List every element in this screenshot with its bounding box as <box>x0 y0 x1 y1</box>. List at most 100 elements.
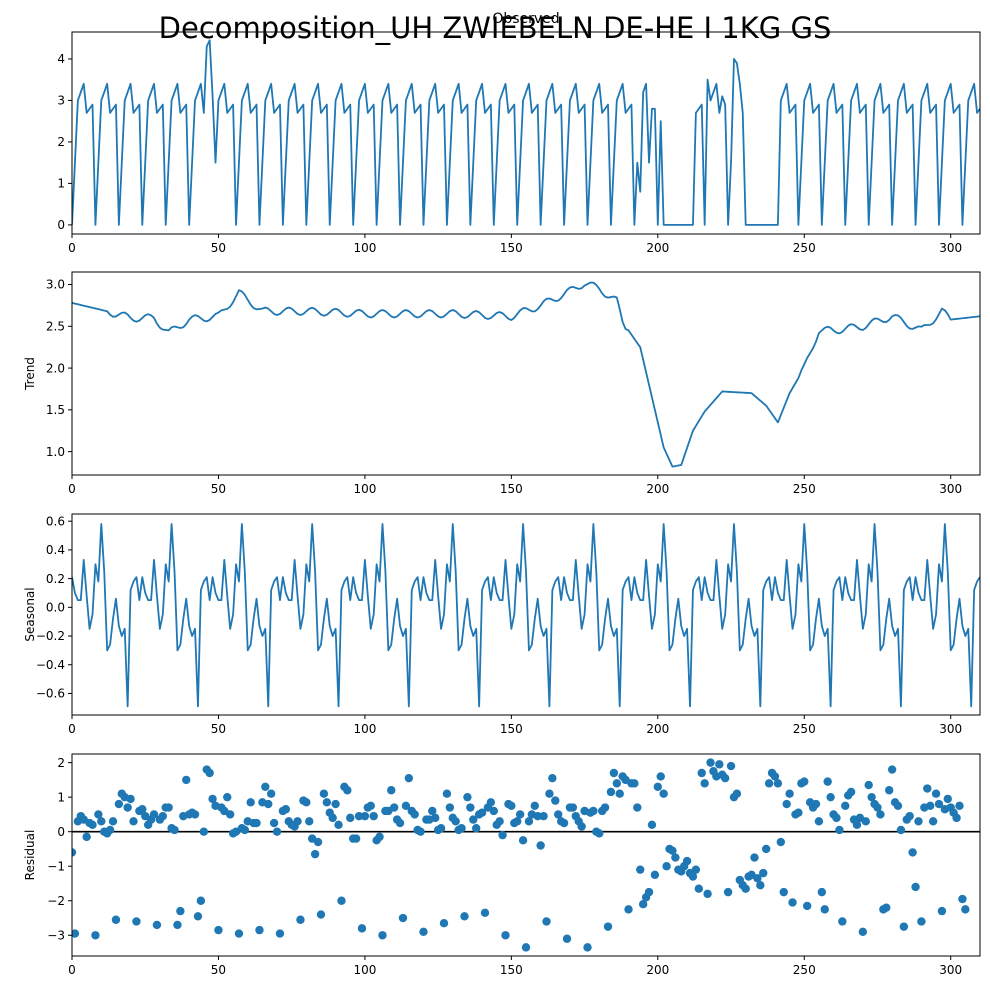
residual-point <box>378 931 387 940</box>
residual-point <box>296 915 305 924</box>
residual-point <box>518 836 528 845</box>
residual-point <box>266 789 276 798</box>
residual-point <box>647 820 657 829</box>
panel-trend: 0 50 100 150 200 250 300 1.0 1.5 2.0 2.5 3.0 Trend <box>23 271 981 496</box>
residual-point <box>105 825 115 835</box>
residual-point <box>507 801 516 810</box>
residual-point <box>398 913 408 923</box>
residual-point <box>513 817 522 826</box>
x-tick-label: 200 <box>646 963 669 977</box>
residual-point <box>240 825 250 835</box>
x-tick-label: 100 <box>353 963 376 977</box>
residual-point <box>852 820 862 829</box>
residual-point <box>864 780 873 790</box>
residual-point <box>193 912 203 921</box>
residual-point <box>706 758 715 767</box>
residual-point <box>524 817 534 826</box>
residual-point <box>158 811 167 821</box>
residual-point <box>846 787 856 797</box>
residual-point <box>375 832 384 842</box>
residual-point <box>644 887 654 897</box>
residual-point <box>595 829 604 838</box>
residual-point <box>199 827 209 836</box>
residual-point <box>899 922 909 931</box>
residual-point <box>457 824 466 833</box>
y-tick-label: 2 <box>57 756 65 770</box>
x-tick-label: 250 <box>793 241 816 255</box>
y-tick-label: 1.0 <box>46 445 65 459</box>
residual-point <box>255 925 264 935</box>
residual-point <box>436 824 446 833</box>
x-tick-label: 0 <box>68 963 76 977</box>
residual-point <box>521 943 531 952</box>
y-tick-label: 1.5 <box>46 403 65 417</box>
observed-frame <box>71 31 981 235</box>
residual-point <box>293 817 302 826</box>
x-tick-label: 0 <box>68 722 76 736</box>
residual-point <box>486 798 496 807</box>
residual-point <box>562 934 572 943</box>
residual-point <box>460 912 469 921</box>
residual-point <box>539 811 548 821</box>
residual-point <box>952 813 961 823</box>
residual-point <box>756 881 765 890</box>
residual-point <box>630 779 639 788</box>
residual-point <box>498 830 507 840</box>
residual-point <box>205 768 214 778</box>
residual-point <box>802 901 812 911</box>
residual-point <box>72 848 77 857</box>
residual-point <box>316 910 326 919</box>
residual-point <box>401 801 411 810</box>
residual-point <box>395 818 405 828</box>
residual-point <box>261 782 270 791</box>
residual-point <box>773 779 783 788</box>
residual-point <box>835 825 844 835</box>
residual-point <box>173 920 182 930</box>
residual-point <box>489 806 498 816</box>
residual-point <box>638 900 648 909</box>
residual-point <box>545 789 554 798</box>
residual-point <box>97 817 106 826</box>
y-tick-label: 0 <box>57 825 65 839</box>
residual-point <box>416 827 425 836</box>
trend-line <box>72 281 980 468</box>
residual-point <box>554 810 563 819</box>
residual-point <box>926 801 935 810</box>
residual-point <box>876 810 885 819</box>
y-tick-label: 4 <box>57 52 65 66</box>
residual-point <box>269 818 279 828</box>
residual-point <box>275 929 285 938</box>
residual-point <box>357 924 367 933</box>
y-tick-label: 0.4 <box>46 543 65 557</box>
y-tick-label: −2 <box>47 894 65 908</box>
x-tick-label: 250 <box>793 722 816 736</box>
residual-point <box>893 801 903 810</box>
y-tick-label: 2.5 <box>46 320 65 334</box>
residual-point <box>800 777 809 786</box>
residual-point <box>88 820 97 829</box>
residual-point <box>656 772 665 781</box>
residual-point <box>82 832 91 842</box>
y-tick-label: 1 <box>57 790 65 804</box>
residual-point <box>477 808 487 817</box>
y-tick-label: 0.6 <box>46 514 65 528</box>
residual-point <box>577 822 586 831</box>
x-tick-label: 150 <box>500 482 523 496</box>
residual-point <box>568 803 578 812</box>
residual-point <box>911 882 920 892</box>
residual-point <box>337 896 346 905</box>
residual-point <box>305 817 314 826</box>
residual-point <box>934 799 944 809</box>
x-tick-label: 200 <box>646 722 669 736</box>
residual-point <box>343 786 352 795</box>
residual-point <box>759 868 768 878</box>
x-tick-label: 150 <box>500 241 523 255</box>
residual-point <box>671 853 680 862</box>
residual-point <box>501 931 510 940</box>
residual-point <box>351 834 361 843</box>
residual-point <box>832 813 841 823</box>
residual-point <box>633 803 642 812</box>
residual-point <box>132 917 141 926</box>
residual-point <box>882 903 891 912</box>
